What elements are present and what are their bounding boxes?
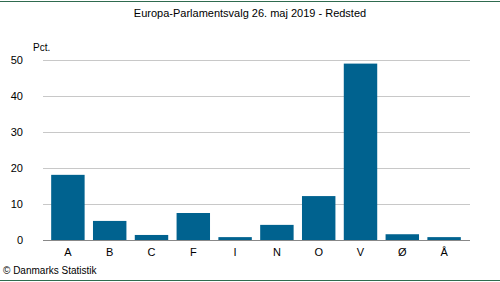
bar <box>135 235 168 240</box>
y-tick-label: 40 <box>11 90 23 102</box>
y-tick-label: 30 <box>11 126 23 138</box>
bar <box>218 237 251 240</box>
grid-line <box>43 60 470 61</box>
y-tick-label: 10 <box>11 198 23 210</box>
bars <box>51 64 461 240</box>
x-tick-label: F <box>190 246 197 258</box>
x-tick-label: B <box>106 246 113 258</box>
grid-line <box>43 240 470 241</box>
bar <box>177 213 210 240</box>
grid-line <box>43 132 470 133</box>
grid-line <box>43 204 470 205</box>
bar <box>427 237 460 240</box>
x-tick-label: Ø <box>398 246 407 258</box>
bottom-border <box>0 280 500 281</box>
x-tick-label: C <box>148 246 156 258</box>
bar <box>260 225 293 240</box>
bar <box>51 175 84 240</box>
y-tick-label: 0 <box>17 234 23 246</box>
bar <box>386 234 419 240</box>
x-tick-label: I <box>234 246 237 258</box>
bar <box>93 221 126 240</box>
grid-line <box>43 168 470 169</box>
x-tick-label: V <box>357 246 365 258</box>
chart: Europa-Parlamentsvalg 26. maj 2019 - Red… <box>0 0 500 282</box>
grid-line <box>43 96 470 97</box>
x-tick-label: Å <box>440 246 448 258</box>
x-tick-label: N <box>273 246 281 258</box>
y-label: Pct. <box>33 42 50 53</box>
y-tick-label: 20 <box>11 162 23 174</box>
x-tick-label: O <box>314 246 323 258</box>
y-tick-label: 50 <box>11 54 23 66</box>
source: © Danmarks Statistik <box>3 265 98 276</box>
x-tick-label: A <box>64 246 72 258</box>
bar <box>302 196 335 240</box>
top-border <box>0 1 500 2</box>
title: Europa-Parlamentsvalg 26. maj 2019 - Red… <box>134 7 366 19</box>
bar <box>344 64 377 240</box>
